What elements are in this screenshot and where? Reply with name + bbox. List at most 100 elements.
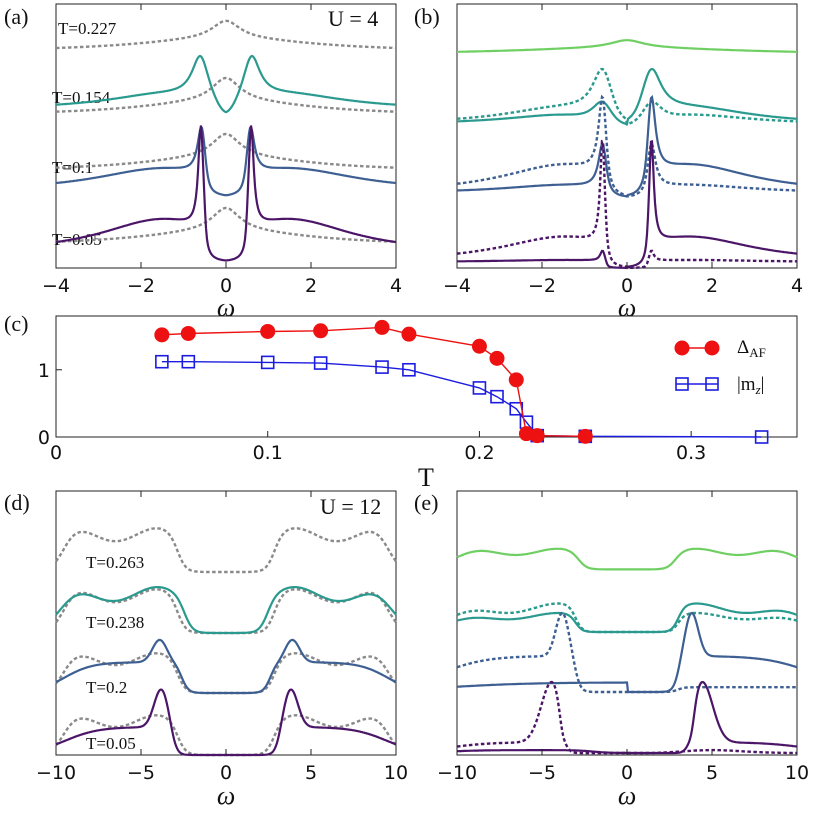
curve-t0238-af [55,586,397,635]
legend-mz-symbol: |m [737,374,756,395]
x-tick-label: −5 [127,762,155,784]
frame [55,315,798,438]
frame [456,3,798,269]
panel-a: U = 4 T=0.227 T=0.154 T=0.1 T=0.05 −4 −2 0… [42,3,402,322]
curve-t005-down [456,680,797,755]
legend-delta-sub: AF [749,345,766,360]
x-tick-label: −10 [36,762,76,784]
x-tick-label: −2 [127,275,155,297]
x-tick-label: 4 [791,275,803,297]
x-tick-label: 0.2 [464,442,494,464]
point-delta [577,428,593,444]
panel-b: −4 −2 0 2 4 ω [443,3,803,322]
legend: ΔAF |mz| [674,337,766,397]
curve-t005-pm [55,206,397,243]
x-tick-label: 0 [621,275,633,297]
legend-label-delta: ΔAF [737,337,766,360]
point-mz [155,354,169,369]
point-delta [180,325,196,341]
panel-c: 0 0.1 0.2 0.3 0 1 T ΔAF |mz| [38,315,798,492]
point-mz [402,362,416,377]
curve-label-t2: T=0.154 [52,88,111,107]
legend-marker-delta [674,340,690,356]
curve-t0154-pm [55,76,397,113]
x-tick-label: 0 [50,442,62,464]
frame [55,3,397,269]
x-tick-label: −4 [42,275,70,297]
curve-t01-af [55,125,397,197]
y-tick-label: 0 [38,427,50,449]
u-annotation: U = 4 [328,6,378,31]
point-mz [490,389,504,404]
legend-marker-mz [705,377,719,391]
x-tick-label: 4 [390,275,402,297]
curve-t0238-down [456,602,798,634]
x-tick-label: −5 [528,762,556,784]
point-mz [313,356,328,370]
curve-t005-down [456,139,797,270]
legend-mz-sub: z [755,382,761,397]
point-delta [374,319,390,335]
point-delta [154,327,170,343]
legend-delta-symbol: Δ [737,337,749,358]
x-tick-label: 0 [220,762,232,784]
x-axis-label: T [418,463,434,492]
x-tick-label: 10 [785,762,809,784]
x-tick-label: 0 [220,275,232,297]
x-tick-label: −10 [437,762,477,784]
legend-label-mz: |mz| [737,374,764,397]
legend-marker-mz [675,377,689,391]
panel-label-c: (c) [4,311,28,336]
x-tick-label: 5 [706,762,718,784]
curve-t0263-pm [55,527,397,574]
panel-d: U = 12 T=0.263 T=0.238 T=0.2 T=0.05 −10 −… [36,490,408,810]
legend-mz-bar: | [761,374,765,395]
point-delta [471,338,487,354]
x-axis-label: ω [217,293,235,322]
curve-green [456,547,798,571]
curve-t02-down [456,611,797,694]
curve-label-t1: T=0.227 [58,19,117,38]
x-tick-label: 0.3 [676,442,706,464]
x-tick-label: 5 [305,762,317,784]
series-line-mz [161,361,762,438]
panel-label-d: (d) [4,490,30,515]
curve-t02-af [55,638,397,695]
panel-label-e: (e) [414,490,438,515]
point-delta [508,372,524,388]
point-delta [260,323,276,339]
curve-t01-down [456,94,798,198]
curve-t0154-up [456,67,798,126]
curve-t02-up [457,611,798,694]
curve-label-t3: T=0.2 [86,678,127,697]
curve-green [457,39,797,53]
curve-label-t4: T=0.05 [86,734,136,753]
point-mz [181,354,196,369]
curve-t005-up [457,139,798,269]
x-axis-label: ω [217,781,235,810]
point-mz [375,360,389,374]
curve-t0154-af [55,54,397,114]
curve-t01-pm [55,132,397,169]
point-delta [401,326,417,342]
x-tick-label: 2 [305,275,317,297]
curve-t0154-down [456,67,798,126]
panel-e: −10 −5 0 5 10 ω [437,490,809,810]
x-tick-label: 0.1 [253,442,283,464]
x-tick-label: −2 [528,275,556,297]
point-mz [754,430,769,444]
x-tick-label: 2 [706,275,718,297]
point-delta [529,428,545,444]
x-tick-label: 0 [621,762,633,784]
point-delta [489,350,505,366]
legend-marker-delta [704,340,720,356]
frame [456,490,798,756]
panel-label-a: (a) [4,4,28,29]
x-axis-label: ω [618,781,636,810]
panel-label-b: (b) [414,4,440,29]
curve-t0227-pm [56,19,396,50]
point-mz [472,381,487,395]
curve-t0238-up [456,602,798,634]
x-tick-label: 10 [384,762,408,784]
